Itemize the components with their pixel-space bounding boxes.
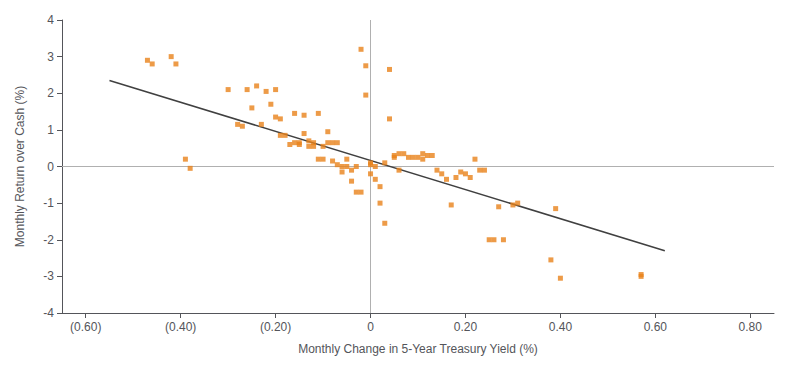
svg-text:0.60: 0.60 [644, 320, 668, 334]
svg-text:0.20: 0.20 [454, 320, 478, 334]
svg-text:0.80: 0.80 [739, 320, 763, 334]
svg-text:3: 3 [47, 50, 54, 64]
svg-text:Monthly Return over Cash (%): Monthly Return over Cash (%) [13, 86, 27, 247]
svg-text:2: 2 [47, 86, 54, 100]
svg-text:(0.60): (0.60) [70, 320, 101, 334]
svg-text:-4: -4 [43, 306, 54, 320]
svg-text:0: 0 [47, 160, 54, 174]
svg-text:0: 0 [367, 320, 374, 334]
svg-text:-3: -3 [43, 269, 54, 283]
svg-text:(0.40): (0.40) [165, 320, 196, 334]
svg-text:-1: -1 [43, 196, 54, 210]
svg-text:1: 1 [47, 123, 54, 137]
svg-text:0.40: 0.40 [549, 320, 573, 334]
svg-text:4: 4 [47, 13, 54, 27]
svg-text:(0.20): (0.20) [260, 320, 291, 334]
svg-text:-2: -2 [43, 233, 54, 247]
svg-text:Monthly Change in 5-Year Treas: Monthly Change in 5-Year Treasury Yield … [298, 342, 538, 356]
